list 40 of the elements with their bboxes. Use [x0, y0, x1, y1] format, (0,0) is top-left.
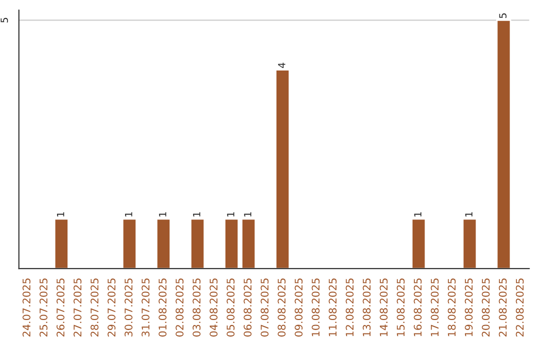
x-tick-label: 14.08.2025 — [380, 278, 388, 336]
data-label: 1 — [465, 212, 472, 216]
data-label: 4 — [278, 62, 286, 68]
x-tick-label: 10.08.2025 — [312, 278, 320, 336]
x-tick-label: 29.07.2025 — [108, 278, 116, 337]
x-tick-label: 01.08.2025 — [158, 278, 167, 337]
x-tick-label: 17.08.2025 — [430, 278, 439, 336]
data-label: 1 — [227, 212, 234, 216]
x-tick-label: 24.07.2025 — [22, 278, 30, 337]
x-tick-label: 02.08.2025 — [176, 278, 184, 337]
x-tick-label: 12.08.2025 — [346, 278, 354, 336]
x-tick-label: 21.08.2025 — [498, 278, 507, 337]
x-tick-label: 31.07.2025 — [142, 278, 150, 336]
data-label: 1 — [193, 212, 200, 216]
x-tick-label: 28.07.2025 — [90, 278, 98, 337]
x-tick-label: 18.08.2025 — [448, 278, 456, 336]
x-tick-label: 25.07.2025 — [40, 278, 48, 337]
x-tick-label: 06.08.2025 — [244, 278, 252, 337]
x-tick-label: 15.08.2025 — [396, 278, 405, 336]
data-label: 1 — [414, 212, 422, 216]
x-tick-label: 16.08.2025 — [414, 278, 422, 336]
x-tick-label: 26.07.2025 — [56, 278, 64, 337]
data-label: 1 — [159, 212, 166, 216]
x-tick-label: 11.08.2025 — [328, 278, 337, 336]
x-tick-label: 13.08.2025 — [362, 278, 371, 336]
data-label: 5 — [499, 13, 507, 18]
x-tick-label: 20.08.2025 — [482, 278, 490, 337]
x-tick-label: 09.08.2025 — [294, 278, 303, 337]
data-label: 1 — [125, 212, 132, 216]
x-tick-label: 03.08.2025 — [192, 278, 201, 337]
data-label: 1 — [57, 212, 64, 216]
data-label: 1 — [244, 212, 252, 216]
x-tick-label: 27.07.2025 — [74, 278, 82, 337]
x-tick-label: 07.08.2025 — [260, 278, 269, 337]
x-tick-label: 22.08.2025 — [516, 278, 524, 337]
x-tick-label: 19.08.2025 — [464, 278, 473, 336]
x-tick-label: 05.08.2025 — [226, 278, 235, 337]
x-tick-label: 08.08.2025 — [278, 278, 286, 337]
x-tick-label: 04.08.2025 — [210, 278, 218, 337]
x-tick-label: 30.07.2025 — [124, 278, 132, 336]
